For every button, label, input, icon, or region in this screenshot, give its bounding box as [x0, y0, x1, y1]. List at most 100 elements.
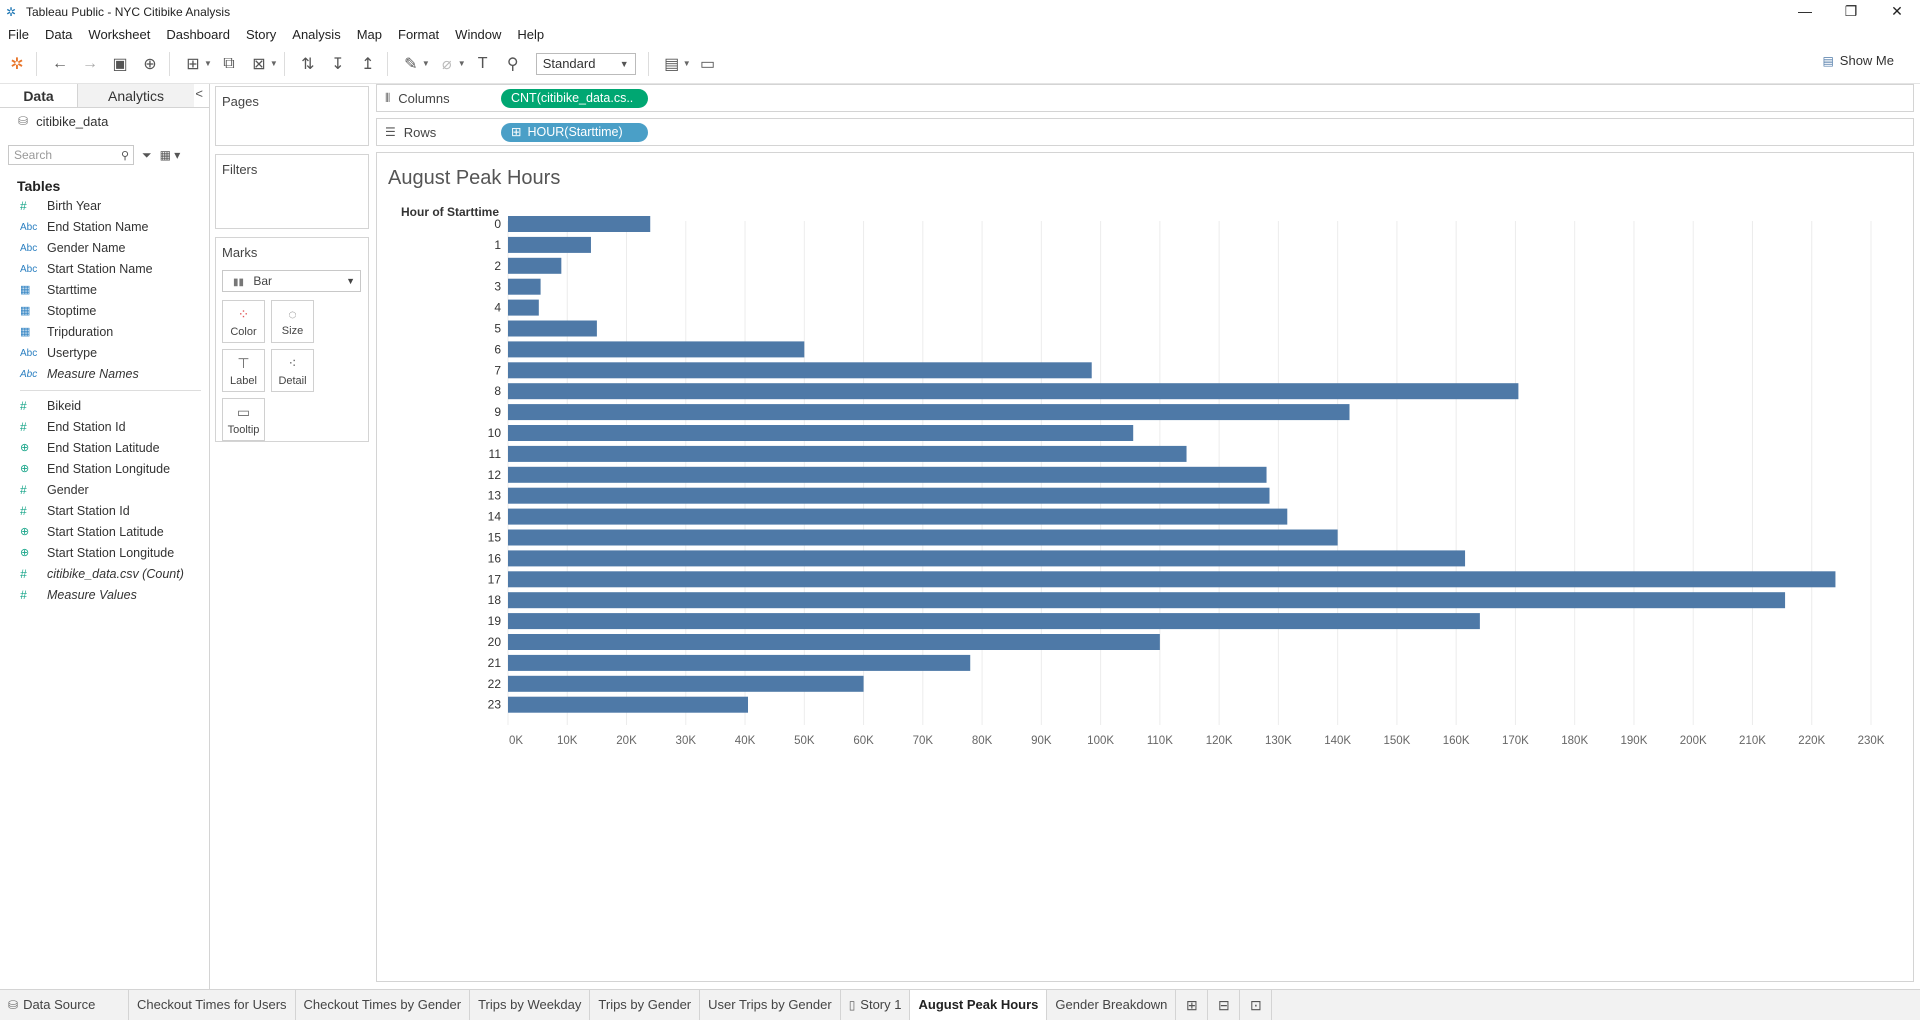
- filters-card[interactable]: Filters: [215, 154, 369, 229]
- field-item[interactable]: Abc Measure Names: [0, 364, 209, 385]
- field-item[interactable]: ⊕ End Station Longitude: [0, 459, 209, 480]
- sheet-tab[interactable]: Trips by Weekday: [470, 990, 591, 1020]
- menu-dashboard[interactable]: Dashboard: [166, 26, 230, 42]
- sheet-tab-label: Trips by Gender: [598, 997, 692, 1012]
- sort-descending-icon[interactable]: ↥: [361, 55, 375, 73]
- x-tick-label: 180K: [1561, 735, 1588, 747]
- window-title: Tableau Public - NYC Citibike Analysis: [26, 5, 231, 19]
- menu-window[interactable]: Window: [455, 26, 502, 42]
- field-item[interactable]: # Start Station Id: [0, 501, 209, 522]
- x-tick-label: 10K: [557, 735, 578, 747]
- undo-icon[interactable]: ←: [52, 54, 68, 72]
- bar: [508, 341, 805, 358]
- chevron-down-icon[interactable]: ▼: [457, 59, 466, 68]
- field-item[interactable]: Abc Gender Name: [0, 238, 209, 259]
- label-button[interactable]: ⊤ Label: [222, 349, 265, 392]
- field-item[interactable]: # End Station Id: [0, 417, 209, 438]
- save-icon[interactable]: ▣: [112, 55, 128, 73]
- x-tick-label: 70K: [913, 735, 934, 747]
- minimize-button[interactable]: —: [1798, 3, 1812, 19]
- new-worksheet-icon[interactable]: ⊞: [186, 55, 200, 73]
- menu-format[interactable]: Format: [398, 26, 440, 42]
- size-icon: ◌: [288, 306, 297, 322]
- x-tick-label: 120K: [1206, 735, 1233, 747]
- menu-file[interactable]: File: [8, 26, 29, 42]
- close-button[interactable]: ✕: [1891, 3, 1903, 19]
- new-story-icon[interactable]: ⊡: [1240, 990, 1273, 1020]
- field-item[interactable]: # Bikeid: [0, 396, 209, 417]
- swap-rows-columns-icon[interactable]: ⇅: [301, 55, 315, 73]
- restore-button[interactable]: ❐: [1844, 3, 1858, 19]
- chevron-down-icon[interactable]: ▼: [204, 59, 212, 68]
- field-item[interactable]: Abc Start Station Name: [0, 259, 209, 280]
- show-cards-icon[interactable]: ▤: [664, 55, 680, 73]
- view-title: August Peak Hours: [388, 167, 561, 189]
- field-item[interactable]: # Birth Year: [0, 196, 209, 217]
- new-dashboard-icon[interactable]: ⊟: [1208, 990, 1241, 1020]
- field-item[interactable]: ⊕ Start Station Longitude: [0, 543, 209, 564]
- rows-shelf[interactable]: ☰ Rows ⊞ HOUR(Starttime): [376, 118, 1914, 146]
- tab-analytics[interactable]: Analytics: [78, 84, 194, 107]
- chevron-down-icon[interactable]: ▼: [269, 59, 278, 68]
- chevron-down-icon[interactable]: ▼: [421, 59, 430, 68]
- field-item[interactable]: ▦ Tripduration: [0, 322, 209, 343]
- fix-axes-icon[interactable]: ⚲: [506, 55, 519, 73]
- tab-data[interactable]: Data: [0, 84, 78, 107]
- chevron-down-icon[interactable]: ▼: [682, 59, 691, 68]
- sheet-tab[interactable]: ▯ Story 1: [841, 990, 911, 1020]
- view-options-icon[interactable]: ▦ ▾: [159, 148, 181, 162]
- pages-card[interactable]: Pages: [215, 86, 369, 146]
- new-datasource-icon[interactable]: ⊕: [143, 55, 157, 73]
- menu-worksheet[interactable]: Worksheet: [88, 26, 151, 42]
- sheet-tab[interactable]: Checkout Times for Users: [129, 990, 296, 1020]
- sheet-tab[interactable]: Checkout Times by Gender: [296, 990, 471, 1020]
- show-labels-icon[interactable]: T: [477, 54, 488, 72]
- presentation-mode-icon[interactable]: ▭: [700, 55, 716, 73]
- field-item[interactable]: # Gender: [0, 480, 209, 501]
- new-worksheet-icon[interactable]: ⊞: [1176, 990, 1209, 1020]
- menu-analysis[interactable]: Analysis: [292, 26, 341, 42]
- field-item[interactable]: ⊕ End Station Latitude: [0, 438, 209, 459]
- menu-story[interactable]: Story: [245, 26, 277, 42]
- collapse-pane-icon[interactable]: <: [195, 86, 203, 101]
- sort-ascending-icon[interactable]: ↧: [331, 55, 345, 73]
- field-item[interactable]: # citibike_data.csv (Count): [0, 564, 209, 585]
- sheet-tab[interactable]: Trips by Gender: [590, 990, 701, 1020]
- menu-map[interactable]: Map: [356, 26, 382, 42]
- color-button[interactable]: ⁘ Color: [222, 300, 265, 343]
- detail-button[interactable]: ⁖ Detail: [271, 349, 314, 392]
- sheet-tab[interactable]: August Peak Hours: [910, 990, 1048, 1020]
- show-me-button[interactable]: ▤ Show Me: [1822, 53, 1894, 68]
- tableau-home-icon[interactable]: ✲: [10, 55, 24, 73]
- field-item[interactable]: # Measure Values: [0, 585, 209, 606]
- datasource-item[interactable]: ⛁ citibike_data: [0, 108, 209, 134]
- field-item[interactable]: Abc End Station Name: [0, 217, 209, 238]
- sheet-tab[interactable]: ⛁ Data Source: [0, 990, 129, 1020]
- title-bar: ✲ Tableau Public - NYC Citibike Analysis…: [0, 0, 1920, 24]
- clear-sheet-icon[interactable]: ⊠: [252, 55, 266, 73]
- sheet-tab[interactable]: Gender Breakdown: [1047, 990, 1177, 1020]
- field-item[interactable]: ▦ Starttime: [0, 280, 209, 301]
- tooltip-button[interactable]: ▭ Tooltip: [222, 398, 265, 441]
- search-input[interactable]: Search ⚲: [8, 145, 134, 165]
- field-item[interactable]: ⊕ Start Station Latitude: [0, 522, 209, 543]
- columns-pill[interactable]: CNT(citibike_data.cs..: [501, 88, 648, 108]
- field-item[interactable]: ▦ Stoptime: [0, 301, 209, 322]
- menu-data[interactable]: Data: [44, 26, 73, 42]
- fit-select[interactable]: Standard ▼: [535, 52, 636, 75]
- bar-chart: Hour of Starttime01234567891011121314151…: [401, 205, 1885, 747]
- mark-type-select[interactable]: ▮▮ Bar ▼: [222, 270, 361, 292]
- highlight-icon[interactable]: ✎: [404, 55, 418, 73]
- columns-shelf[interactable]: ⦀ Columns CNT(citibike_data.cs..: [376, 84, 1914, 112]
- filter-icon[interactable]: ⏷: [142, 147, 152, 162]
- rows-pill[interactable]: ⊞ HOUR(Starttime): [501, 122, 648, 142]
- duplicate-sheet-icon[interactable]: ⧉: [223, 54, 235, 72]
- group-members-icon[interactable]: ⌀: [441, 55, 452, 73]
- x-tick-label: 200K: [1680, 735, 1707, 747]
- size-button[interactable]: ◌ Size: [271, 300, 314, 343]
- num-type-icon: #: [20, 504, 27, 518]
- menu-help[interactable]: Help: [517, 26, 545, 42]
- sheet-tab[interactable]: User Trips by Gender: [700, 990, 841, 1020]
- field-item[interactable]: Abc Usertype: [0, 343, 209, 364]
- redo-icon[interactable]: →: [82, 54, 98, 72]
